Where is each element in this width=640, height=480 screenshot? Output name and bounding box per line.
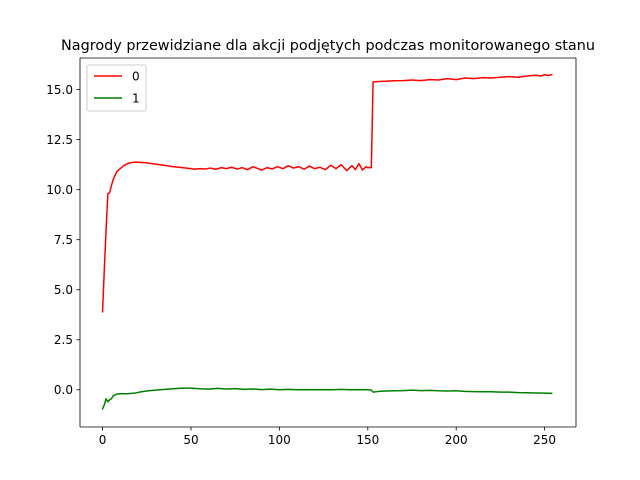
y-tick-label: 0.0 [54, 383, 73, 397]
plot-layer [101, 73, 553, 410]
x-tick-label: 0 [99, 433, 107, 447]
axes-frame [79, 57, 577, 428]
y-tick-label: 15.0 [46, 83, 73, 97]
y-tick-label: 10.0 [46, 183, 73, 197]
legend: 0 1 [86, 64, 147, 112]
legend-label-series-0: 0 [132, 70, 140, 84]
chart-title: Nagrody przewidziane dla akcji podjętych… [61, 38, 595, 54]
y-tick-label: 7.5 [54, 233, 73, 247]
x-tick-label: 200 [445, 433, 468, 447]
series-line-1 [101, 387, 553, 410]
x-tick-label: 100 [268, 433, 291, 447]
x-tick-label: 150 [356, 433, 379, 447]
x-tick-label: 50 [183, 433, 198, 447]
x-tick-label: 250 [533, 433, 556, 447]
y-axis: 0.0 2.5 5.0 7.5 10.0 12.5 15.0 [46, 83, 80, 397]
x-axis: 0 50 100 150 200 250 [99, 427, 556, 447]
y-tick-label: 2.5 [54, 333, 73, 347]
y-tick-label: 12.5 [46, 133, 73, 147]
legend-label-series-1: 1 [132, 92, 140, 106]
y-tick-label: 5.0 [54, 283, 73, 297]
series-line-0 [101, 73, 553, 313]
